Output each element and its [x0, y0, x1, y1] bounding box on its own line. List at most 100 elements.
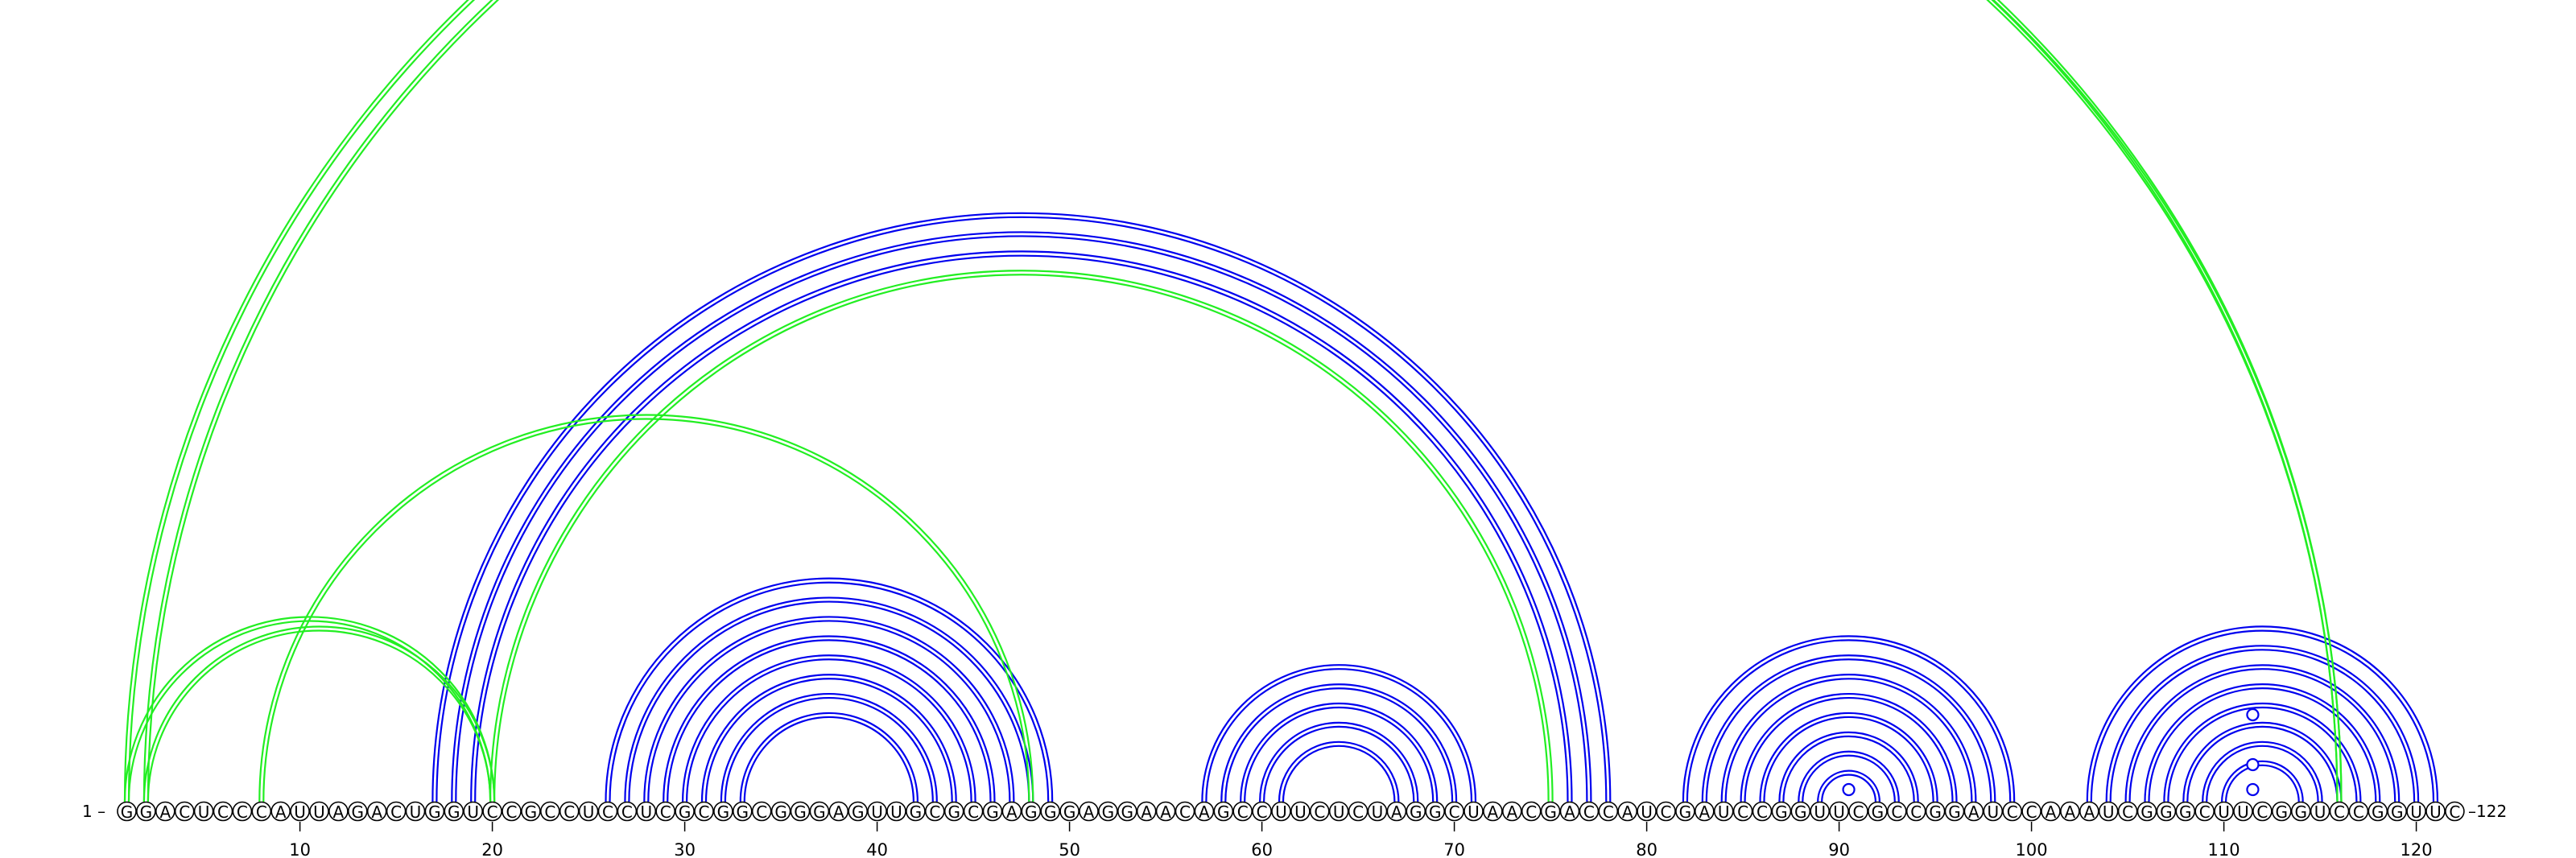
base-pair-arc-32-43-line1	[724, 697, 934, 802]
nucleotide-letter: C	[929, 802, 940, 822]
nucleotide-letter: U	[294, 802, 306, 822]
nucleotide-circle	[232, 801, 253, 822]
nucleotide-letter: G	[1794, 802, 1807, 822]
nucleotide-circle	[867, 801, 887, 822]
base-pair-arc-57-71-line2	[1201, 664, 1477, 802]
nucleotide-letter: C	[1257, 802, 1268, 822]
nucleotide-84: U	[1713, 801, 1734, 822]
base-pair-arc-2-20-line2	[142, 625, 496, 802]
nucleotide-circle	[502, 801, 522, 822]
nucleotide-111: U	[2233, 801, 2253, 822]
nucleotide-circle	[713, 801, 733, 822]
nucleotide-letter: G	[1121, 802, 1134, 822]
nucleotide-circle	[751, 801, 772, 822]
nucleotide-98: U	[1983, 801, 2004, 822]
nucleotide-letter: A	[1968, 802, 1979, 822]
nucleotide-letter: G	[679, 802, 691, 822]
nucleotide-circle	[1367, 801, 1388, 822]
nucleotide-letter: U	[1641, 802, 1653, 822]
nucleotide-letter: U	[640, 802, 652, 822]
nucleotide-letter: U	[467, 802, 479, 822]
base-pair-arc-104-120-line2	[2105, 645, 2420, 802]
nucleotide-circle	[732, 801, 753, 822]
nucleotide-10: U	[290, 801, 310, 822]
nucleotide-circle	[270, 801, 291, 822]
nucleotide-circle	[1752, 801, 1773, 822]
base-pair-arc-107-117-line1	[2167, 706, 2358, 802]
nucleotide-83: A	[1695, 801, 1715, 822]
nucleotide-41: U	[886, 801, 906, 822]
nucleotide-circle	[405, 801, 426, 822]
nucleotide-circle	[617, 801, 638, 822]
nucleotide-circle	[2117, 801, 2138, 822]
nucleotide-108: G	[2175, 801, 2196, 822]
nucleotide-circle	[2136, 801, 2157, 822]
nucleotide-letter: C	[564, 802, 575, 822]
nucleotide-letter: A	[1160, 802, 1171, 822]
nucleotide-letter: C	[1853, 802, 1864, 822]
base-pair-arc-87-94-line2	[1778, 731, 1919, 802]
base-pair-arc-83-98-line2	[1701, 654, 1996, 802]
base-pair-arc-19-76-line2	[470, 250, 1573, 802]
base-pair-arc-31-44-line2	[700, 674, 957, 802]
nucleotide-circle	[213, 801, 233, 822]
nucleotide-letter: G	[1775, 802, 1788, 822]
nucleotide-circle	[1040, 801, 1060, 822]
nucleotide-70: C	[1444, 801, 1464, 822]
nucleotide-letter: C	[1449, 802, 1460, 822]
base-pair-arc-59-69-line2	[1240, 702, 1439, 802]
nucleotide-letter: C	[2026, 802, 2037, 822]
base-pair-arc-109-115-line1	[2206, 745, 2319, 802]
nucleotide-78: C	[1598, 801, 1619, 822]
nucleotide-102: A	[2060, 801, 2080, 822]
nucleotide-circle	[790, 801, 811, 822]
base-pair-arc-85-96-line1	[1744, 697, 1954, 802]
nucleotide-letter: C	[1891, 802, 1902, 822]
base-pair-arc-1-116-line1	[127, 0, 2339, 802]
nucleotide-2: G	[136, 801, 156, 822]
nucleotide-23: C	[539, 801, 560, 822]
nucleotide-circle	[1271, 801, 1291, 822]
nucleotide-letter: A	[1506, 802, 1517, 822]
base-pair-arc-8-48-line2	[258, 414, 1034, 802]
base-pair-arc-89-92-line2	[1817, 769, 1880, 802]
nucleotide-circle	[1675, 801, 1695, 822]
nucleotide-circle	[1348, 801, 1368, 822]
nucleotide-62: U	[1290, 801, 1311, 822]
base-pair-arc-86-95-line1	[1763, 716, 1934, 802]
nucleotide-5: U	[193, 801, 214, 822]
nucleotide-letter: A	[2065, 802, 2076, 822]
base-pair-arc-17-78-line2	[431, 212, 1612, 802]
nucleotide-51: A	[1079, 801, 1099, 822]
nucleotide-circle	[1252, 801, 1272, 822]
nucleotide-circle	[1194, 801, 1215, 822]
nucleotide-circle	[982, 801, 1003, 822]
tick-label-40: 40	[866, 840, 888, 858]
nucleotide-letter: C	[2334, 802, 2345, 822]
nucleotide-85: C	[1732, 801, 1753, 822]
nucleotide-8: C	[251, 801, 272, 822]
nucleotide-circle	[1713, 801, 1734, 822]
base-pair-arc-87-94-line1	[1782, 735, 1915, 802]
nucleotide-circle	[463, 801, 484, 822]
nucleotide-95: G	[1925, 801, 1946, 822]
nucleotide-letter: C	[256, 802, 267, 822]
sequence-end-label: –122	[2468, 802, 2507, 821]
nucleotide-34: C	[751, 801, 772, 822]
base-pair-arc-110-114-line2	[2221, 760, 2304, 802]
nucleotide-circle	[1732, 801, 1753, 822]
nucleotide-44: G	[943, 801, 964, 822]
nucleotide-circle	[1887, 801, 1907, 822]
nucleotide-circle	[636, 801, 657, 822]
nucleotide-letter: G	[2372, 802, 2384, 822]
nucleotide-circle	[2156, 801, 2177, 822]
nucleotide-66: U	[1367, 801, 1388, 822]
nucleotide-circle	[1463, 801, 1484, 822]
nucleotide-letter: C	[1757, 802, 1768, 822]
nucleotide-letter: C	[1910, 802, 1922, 822]
tick-label-80: 80	[1636, 840, 1657, 858]
nucleotide-circle	[1771, 801, 1792, 822]
nucleotide-letter: C	[487, 802, 498, 822]
base-pair-arc-88-93-line2	[1798, 750, 1900, 802]
